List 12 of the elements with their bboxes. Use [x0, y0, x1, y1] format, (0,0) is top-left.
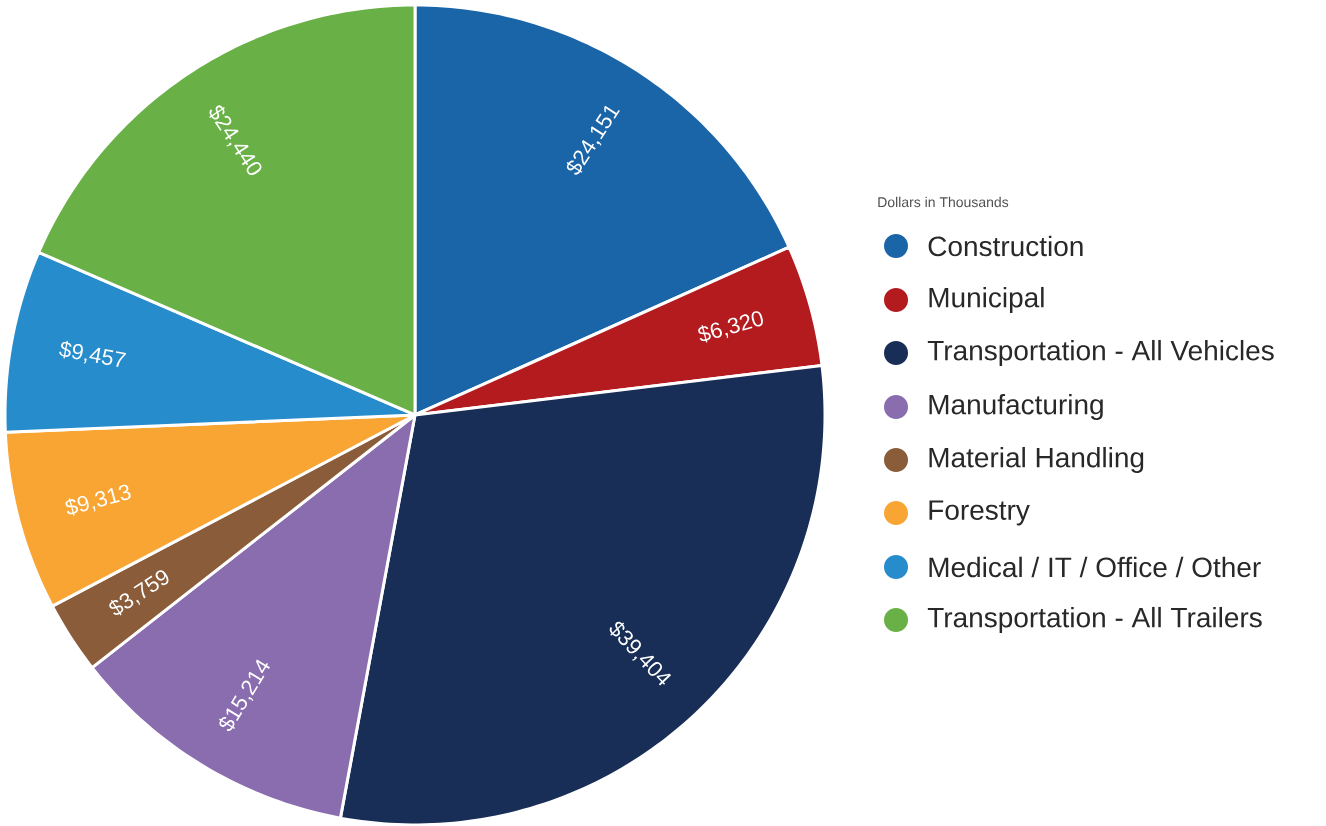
legend-label: Forestry [929, 500, 1030, 526]
legend-label: Transportation - All Trailers [927, 606, 1262, 634]
data-label: $9,457 [59, 340, 127, 367]
legend-label: Transportation - All Vehicles [927, 339, 1274, 367]
data-label: $9,313 [65, 484, 131, 516]
legend-title: Dollars in Thousands [878, 196, 1009, 208]
legend-label: Medical / IT / Office / Other [929, 556, 1261, 578]
legend-label: Municipal [929, 286, 1044, 314]
data-label: $6,320 [698, 311, 763, 343]
legend-label: Material Handling [929, 446, 1144, 474]
legend-label: Construction [928, 235, 1083, 257]
legend-label: Manufacturing [929, 393, 1103, 421]
